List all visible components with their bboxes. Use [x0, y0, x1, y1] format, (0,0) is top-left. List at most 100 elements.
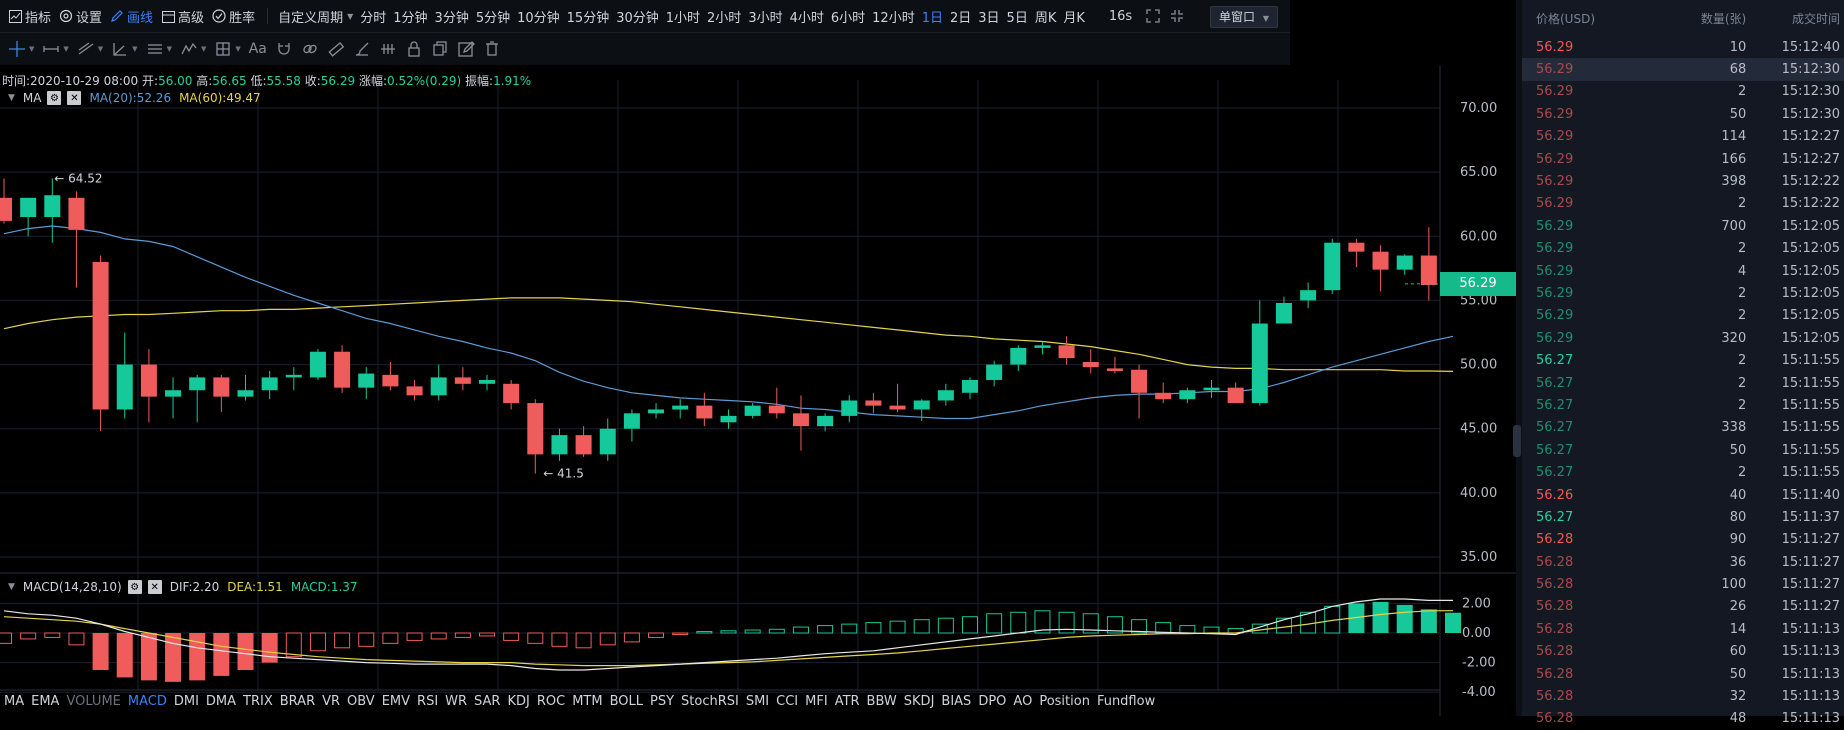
delete-tool[interactable] — [483, 40, 501, 58]
indicator-tab-obv[interactable]: OBV — [347, 694, 375, 709]
period-4[interactable]: 10分钟 — [517, 10, 560, 26]
fibonacci-icon — [380, 44, 395, 54]
indicator-tab-cci[interactable]: CCI — [776, 694, 799, 709]
period-10[interactable]: 4小时 — [789, 10, 824, 26]
macd-bar — [768, 628, 785, 634]
period-16[interactable]: 5日 — [1006, 10, 1028, 26]
indicator-tab-fundflow[interactable]: Fundflow — [1096, 694, 1156, 709]
indicator-tab-smi[interactable]: SMI — [745, 694, 770, 709]
lock-icon — [408, 41, 420, 57]
indicator-icon — [8, 9, 22, 23]
period-list: 分时 1分钟 3分钟 5分钟 10分钟 15分钟 30分钟 1小时 2小时 3小时 4小时 6小时 12… — [353, 7, 1085, 26]
macd-bar — [792, 626, 809, 634]
candlestick-chart[interactable]: 70.00 65.00 60.00 55.00 50.00 45.00 40.00 35.00… — [0, 0, 1516, 716]
period-15[interactable]: 3日 — [978, 10, 1000, 26]
indicator-tab-dpo[interactable]: DPO — [978, 694, 1007, 709]
period-11[interactable]: 6小时 — [830, 10, 866, 26]
indicator-tab-brar[interactable]: BRAR — [279, 694, 316, 709]
close-icon[interactable]: ✕ — [67, 91, 82, 105]
indicator-tab-emv[interactable]: EMV — [381, 694, 411, 709]
edit-tool[interactable] — [457, 40, 475, 58]
indicator-tab-skdj[interactable]: SKDJ — [903, 694, 935, 709]
wave-tool[interactable]: ▼ — [180, 40, 206, 58]
indicator-tab-vr[interactable]: VR — [322, 694, 341, 709]
period-2[interactable]: 3分钟 — [434, 10, 469, 26]
copy-tool[interactable] — [431, 40, 449, 58]
trade-price: 56.29 — [1536, 263, 1574, 279]
period-9[interactable]: 3小时 — [748, 10, 783, 26]
indicator-tab-stochrsi[interactable]: StochRSI — [681, 694, 739, 709]
indicator-tab-dmi[interactable]: DMI — [173, 694, 199, 709]
indicator-tab-boll[interactable]: BOLL — [609, 694, 643, 709]
indicator-tab-atr[interactable]: ATR — [834, 694, 860, 709]
candle-body — [213, 377, 230, 397]
exit-fullscreen-icon[interactable] — [1170, 9, 1184, 23]
period-1[interactable]: 1分钟 — [393, 10, 428, 26]
text-tool[interactable]: Aa — [249, 41, 267, 57]
angle-tool[interactable]: ▼ — [111, 40, 138, 58]
indicator-tab-kdj[interactable]: KDJ — [507, 694, 530, 709]
period-8[interactable]: 2小时 — [707, 10, 742, 26]
indicator-tab-trix[interactable]: TRIX — [243, 694, 273, 709]
ruler-tool[interactable] — [327, 40, 345, 58]
lock-tool[interactable] — [405, 40, 423, 58]
period-14[interactable]: 2日 — [949, 10, 972, 26]
indicator-tab-roc[interactable]: ROC — [536, 694, 566, 709]
crosshair-tool[interactable]: ▼ — [8, 40, 34, 58]
settings-icon[interactable]: ⚙ — [127, 580, 142, 594]
period-0[interactable]: 分时 — [360, 10, 387, 26]
trade-time: 15:12:22 — [1781, 196, 1840, 212]
indicator-button[interactable]: 指标 — [8, 7, 51, 26]
brush-tool[interactable] — [353, 40, 371, 58]
settings-icon[interactable]: ⚙ — [47, 91, 62, 105]
indicator-tabs: MA EMA VOLUME MACD DMI DMA TRIX BRAR VR OBV EMV RSI… — [0, 694, 1155, 714]
period-17[interactable]: 周K — [1034, 10, 1057, 26]
indicator-tab-sar[interactable]: SAR — [474, 694, 501, 709]
trade-price: 56.27 — [1536, 442, 1574, 458]
fullscreen-icon[interactable] — [1146, 9, 1160, 23]
indicator-tab-position[interactable]: Position — [1039, 694, 1090, 709]
fibonacci-tool[interactable] — [379, 40, 397, 58]
advanced-button[interactable]: 高级 — [161, 7, 204, 26]
indicator-tab-ma[interactable]: MA — [4, 694, 25, 709]
collapse-icon[interactable]: ▼ — [8, 93, 15, 103]
indicator-tab-mtm[interactable]: MTM — [572, 694, 603, 709]
indicator-tab-wr[interactable]: WR — [445, 694, 468, 709]
indicator-tab-psy[interactable]: PSY — [649, 694, 675, 709]
period-5[interactable]: 15分钟 — [566, 10, 610, 26]
indicator-tab-bias[interactable]: BIAS — [941, 694, 972, 709]
period-18[interactable]: 月K — [1063, 10, 1085, 26]
draw-button[interactable]: 画线 — [110, 7, 153, 26]
indicator-tab-volume[interactable]: VOLUME — [66, 694, 121, 709]
period-12[interactable]: 12小时 — [872, 10, 915, 26]
macd-bar — [140, 633, 157, 681]
period-3[interactable]: 5分钟 — [475, 10, 511, 26]
indicator-tab-bbw[interactable]: BBW — [866, 694, 897, 709]
magnet-tool[interactable] — [275, 40, 293, 58]
settings-button[interactable]: 设置 — [59, 7, 102, 26]
window-mode-dropdown[interactable]: 单窗口 ▼ — [1210, 6, 1278, 28]
ma20-value: MA(20):52.26 — [89, 91, 172, 105]
period-6[interactable]: 30分钟 — [616, 10, 659, 26]
indicator-tab-macd[interactable]: MACD — [127, 694, 167, 709]
parallel-lines-tool[interactable]: ▼ — [146, 40, 172, 58]
close-icon[interactable]: ✕ — [147, 580, 162, 594]
collapse-icon[interactable]: ▼ — [8, 582, 15, 592]
box-tool[interactable]: ▼ — [214, 40, 241, 58]
collapse-handle[interactable] — [1513, 425, 1521, 457]
indicator-tab-dma[interactable]: DMA — [205, 694, 237, 709]
indicator-tab-ema[interactable]: EMA — [31, 694, 60, 709]
period-13[interactable]: 1日 — [921, 10, 943, 26]
indicator-tab-mfi[interactable]: MFI — [805, 694, 828, 709]
macd-bar — [430, 632, 447, 640]
period-7[interactable]: 1小时 — [665, 10, 701, 26]
horizontal-line-tool[interactable]: ▼ — [42, 40, 69, 58]
custom-period-dropdown[interactable]: 自定义周期 ▼ — [278, 7, 353, 26]
trade-row: 56.27 2 15:11:55 — [1522, 394, 1844, 416]
box-icon — [216, 42, 230, 56]
indicator-tab-rsi[interactable]: RSI — [417, 694, 439, 709]
indicator-tab-ao[interactable]: AO — [1013, 694, 1033, 709]
lock-drawing-tool[interactable] — [301, 40, 319, 58]
winrate-button[interactable]: 胜率 — [212, 7, 255, 26]
trend-line-tool[interactable]: ▼ — [77, 40, 103, 58]
